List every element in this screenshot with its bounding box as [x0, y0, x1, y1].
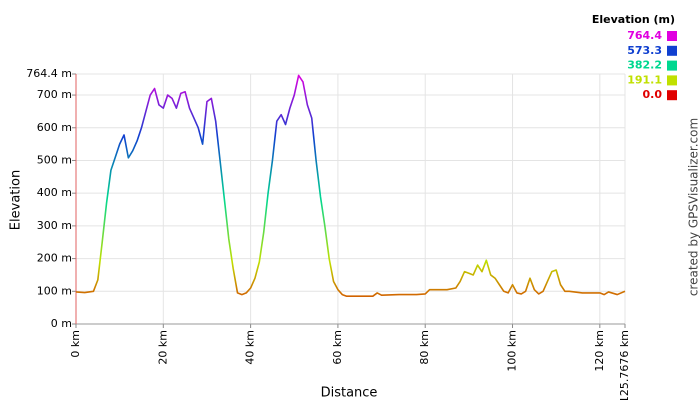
y-tick-label: 500 m	[37, 153, 72, 166]
x-axis-title: Distance	[321, 386, 378, 400]
credit: created by GPSVisualizer.com	[687, 118, 700, 296]
y-tick-label: 0 m	[51, 317, 72, 330]
legend-swatch	[667, 75, 677, 86]
y-axis-title: Elevation	[9, 170, 24, 230]
legend-swatch	[667, 31, 677, 41]
x-tick-label: 100 km	[506, 330, 519, 372]
x-tick-label: 0 km	[69, 330, 82, 358]
y-tick-label: 200 m	[37, 252, 72, 265]
x-tick-label: 40 km	[244, 330, 257, 365]
elevation-line	[75, 74, 626, 297]
legend-value: 382.2	[627, 59, 662, 72]
legend-swatch	[667, 45, 677, 56]
legend-value: 573.3	[627, 44, 662, 57]
x-tick-label: 60 km	[331, 330, 344, 365]
y-tick-label: 700 m	[37, 88, 72, 101]
x-tick-label: 80 km	[418, 330, 431, 365]
y-tick-label: 100 m	[37, 284, 72, 297]
legend-swatch	[667, 60, 677, 71]
legend-title: Elevation (m)	[592, 13, 675, 26]
legend-value: 0.0	[643, 88, 663, 101]
y-tick-label: 764.4 m	[26, 67, 72, 80]
legend-value: 764.4	[627, 29, 662, 42]
y-tick-label: 400 m	[37, 186, 72, 199]
legend-value: 191.1	[627, 73, 662, 86]
x-tick-label: 125.7676 km	[618, 330, 631, 400]
x-tick-label: 20 km	[156, 330, 169, 365]
legend-swatch	[667, 90, 677, 101]
y-tick-label: 600 m	[37, 121, 72, 134]
x-tick-label: 120 km	[593, 330, 606, 372]
y-tick-label: 300 m	[37, 219, 72, 232]
